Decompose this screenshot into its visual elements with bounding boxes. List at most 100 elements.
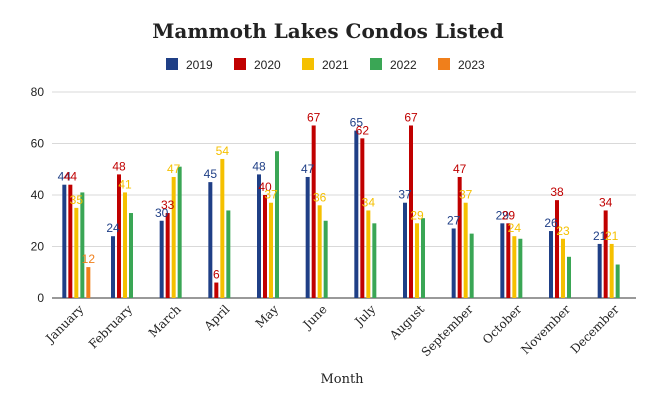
bar <box>171 176 176 298</box>
x-tick-label: July <box>351 302 379 330</box>
bar <box>609 243 614 298</box>
y-tick-label: 0 <box>37 291 44 305</box>
bar <box>257 174 261 298</box>
x-tick-label: October <box>480 302 525 347</box>
bar <box>323 220 328 298</box>
legend-swatch <box>438 58 450 70</box>
x-axis: January February March April May June July Augu… <box>42 302 622 359</box>
data-label: 37 <box>264 188 278 202</box>
data-label: 48 <box>112 159 126 173</box>
y-axis: 0 20 40 60 80 <box>31 85 45 305</box>
bar <box>208 182 213 298</box>
data-label: 44 <box>58 170 72 184</box>
bar <box>68 184 73 298</box>
bar <box>555 200 559 298</box>
data-label: 21 <box>605 229 619 243</box>
data-label: 37 <box>459 188 473 202</box>
data-label: 37 <box>398 188 412 202</box>
legend-label: 2021 <box>322 58 349 72</box>
bar <box>80 192 85 298</box>
bar <box>269 202 273 298</box>
legend-swatch <box>166 58 178 70</box>
data-label: 24 <box>106 221 120 235</box>
data-label: 44 <box>64 170 78 184</box>
y-tick-label: 20 <box>31 240 45 254</box>
data-label: 29 <box>502 208 516 222</box>
bar <box>275 151 279 298</box>
bar <box>366 210 371 298</box>
legend-swatch <box>370 58 382 70</box>
bar <box>220 158 225 298</box>
bar <box>506 223 511 298</box>
data-label: 29 <box>410 208 424 222</box>
bar <box>226 210 231 298</box>
x-tick-label: May <box>253 302 282 331</box>
data-label: 41 <box>118 177 132 191</box>
legend-label: 2023 <box>458 58 485 72</box>
data-label: 34 <box>599 195 613 209</box>
bar <box>549 231 553 298</box>
x-tick-label: April <box>201 302 233 334</box>
bar <box>409 125 413 298</box>
chart-title: Mammoth Lakes Condos Listed <box>152 19 504 43</box>
bar <box>561 238 565 298</box>
data-label: 24 <box>508 221 522 235</box>
bar <box>615 264 620 298</box>
y-tick-label: 60 <box>31 137 45 151</box>
bar <box>421 218 425 298</box>
x-tick-label: June <box>299 302 330 333</box>
y-tick-label: 80 <box>31 85 45 99</box>
bar <box>567 256 571 298</box>
data-label: 65 <box>350 116 364 130</box>
data-label: 62 <box>356 123 370 137</box>
bar <box>597 243 602 298</box>
x-tick-label: January <box>42 302 87 347</box>
bar <box>603 210 608 298</box>
bar <box>159 220 164 298</box>
data-label: 27 <box>447 213 461 227</box>
y-tick-label: 40 <box>31 188 45 202</box>
data-label: 54 <box>216 144 230 158</box>
data-label: 45 <box>204 167 218 181</box>
bar <box>86 267 91 298</box>
legend-label: 2020 <box>254 58 281 72</box>
bar <box>518 238 523 298</box>
bar <box>354 130 359 298</box>
data-label: 67 <box>307 110 321 124</box>
bar <box>317 205 322 298</box>
legend-swatch <box>234 58 246 70</box>
gridlines <box>52 91 636 299</box>
bar <box>512 236 517 298</box>
data-label: 47 <box>167 162 181 176</box>
data-label: 40 <box>258 180 272 194</box>
bar <box>117 174 121 298</box>
bar <box>469 233 474 298</box>
bar <box>360 138 365 298</box>
bar <box>165 213 170 298</box>
data-label: 47 <box>301 162 315 176</box>
bar <box>415 223 419 298</box>
data-label: 30 <box>155 206 169 220</box>
data-label: 12 <box>82 252 96 266</box>
legend-label: 2022 <box>390 58 417 72</box>
data-label: 26 <box>544 216 558 230</box>
data-label: 47 <box>453 162 467 176</box>
data-label: 67 <box>404 110 418 124</box>
bar <box>74 207 79 298</box>
bar <box>123 192 127 298</box>
bar <box>403 202 407 298</box>
x-tick-label: December <box>568 302 622 356</box>
data-label: 36 <box>313 190 327 204</box>
data-label: 23 <box>556 224 570 238</box>
data-label: 29 <box>496 208 510 222</box>
bar <box>129 213 133 298</box>
bar <box>177 166 182 298</box>
bar <box>305 176 310 298</box>
data-label: 21 <box>593 229 607 243</box>
data-label: 38 <box>550 185 564 199</box>
bar <box>111 236 115 298</box>
x-tick-label: September <box>419 302 476 359</box>
bar <box>62 184 67 298</box>
